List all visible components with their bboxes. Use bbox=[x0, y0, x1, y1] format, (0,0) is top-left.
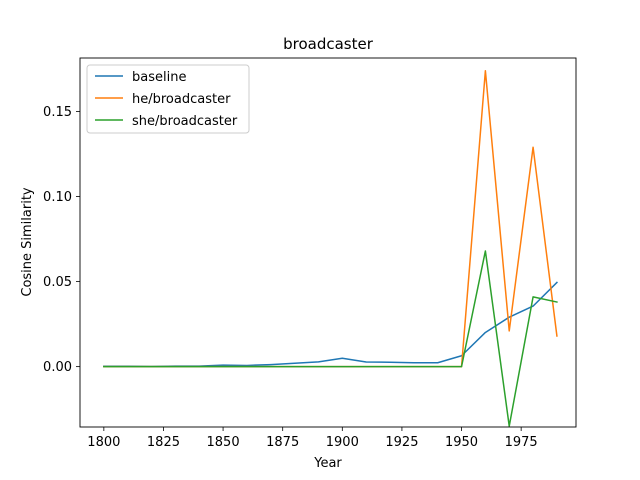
x-tick-label: 1875 bbox=[266, 435, 299, 450]
y-tick-label: 0.15 bbox=[43, 105, 72, 120]
y-tick-label: 0.00 bbox=[43, 360, 72, 375]
x-axis: 1800 1825 1850 1875 1900 1925 1950 1975 bbox=[87, 427, 538, 450]
x-tick-label: 1975 bbox=[505, 435, 538, 450]
x-tick-label: 1925 bbox=[385, 435, 418, 450]
x-tick-label: 1825 bbox=[147, 435, 180, 450]
y-axis: 0.00 0.05 0.10 0.15 bbox=[43, 105, 80, 375]
plot-lines bbox=[103, 70, 558, 427]
x-tick-label: 1850 bbox=[207, 435, 240, 450]
legend: baseline he/broadcaster she/broadcaster bbox=[86, 64, 250, 134]
legend-box bbox=[86, 64, 250, 134]
legend-label-baseline: baseline bbox=[132, 70, 186, 85]
y-axis-label: Cosine Similarity bbox=[20, 187, 35, 297]
x-axis-label: Year bbox=[313, 456, 342, 471]
x-tick-label: 1800 bbox=[87, 435, 120, 450]
plot-frame bbox=[79, 57, 577, 428]
series-line-she-broadcaster bbox=[103, 250, 558, 427]
legend-label-she-broadcaster: she/broadcaster bbox=[132, 114, 238, 129]
x-tick-label: 1900 bbox=[326, 435, 359, 450]
x-tick-label: 1950 bbox=[445, 435, 478, 450]
chart-title: broadcaster bbox=[283, 35, 374, 53]
y-tick-label: 0.10 bbox=[43, 190, 72, 205]
legend-label-he-broadcaster: he/broadcaster bbox=[132, 92, 231, 107]
y-tick-label: 0.05 bbox=[43, 275, 72, 290]
